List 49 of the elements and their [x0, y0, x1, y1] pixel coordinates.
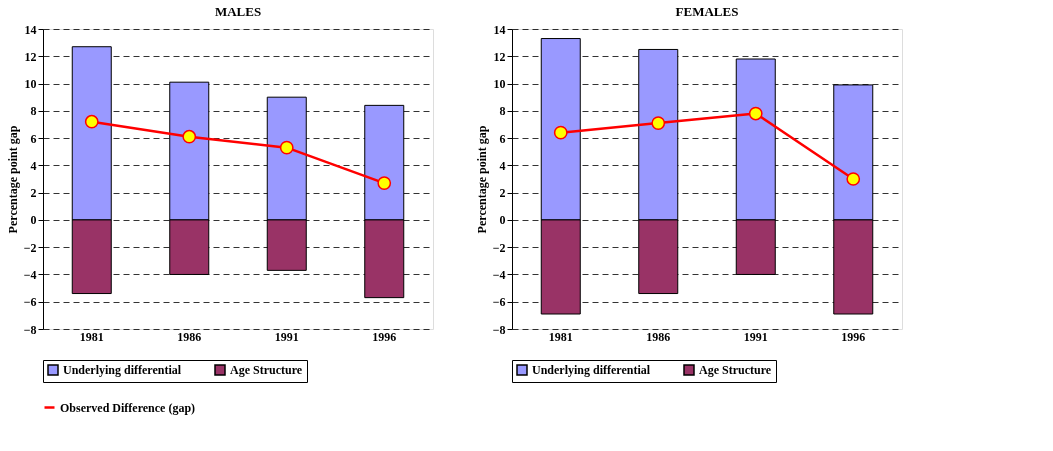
y-tick-label: 8: [30, 104, 37, 119]
legend-label: Age Structure: [230, 363, 303, 377]
legend-label: Underlying differential: [532, 363, 651, 377]
y-tick-label: 10: [24, 77, 37, 92]
y-tick-label: 4: [30, 158, 37, 173]
chart-title: FEMALES: [675, 4, 739, 19]
y-tick-label: 8: [499, 104, 506, 119]
point: [846, 172, 861, 186]
x-tick-label: 1996: [841, 329, 866, 344]
y-axis-title: Percentage point gap: [5, 125, 20, 234]
point: [553, 125, 568, 140]
y-tick-label: 6: [499, 131, 506, 146]
y-tick-label: 2: [30, 186, 37, 201]
x-tick-label: 1991: [743, 329, 768, 344]
x-tick-label: 1996: [372, 329, 397, 344]
y-tick-label: −8: [492, 322, 506, 337]
y-tick-label: 6: [30, 131, 37, 146]
y-tick-label: −6: [23, 295, 37, 310]
y-tick-label: 0: [499, 213, 506, 228]
y-tick-label: 14: [493, 22, 506, 37]
y-tick-label: 12: [493, 49, 506, 64]
point: [377, 176, 392, 190]
legend-label: Underlying differential: [63, 363, 182, 377]
point: [182, 129, 197, 144]
y-tick-label: 14: [24, 22, 37, 37]
point: [84, 114, 99, 129]
y-tick-label: 10: [493, 77, 506, 92]
legend-label: Observed Difference (gap): [60, 400, 196, 415]
x-tick-label: 1991: [274, 329, 299, 344]
x-tick-label: 1981: [548, 329, 573, 344]
y-tick-label: −8: [23, 322, 37, 337]
point: [748, 106, 763, 121]
point: [651, 116, 666, 130]
y-tick-label: −2: [23, 240, 37, 255]
y-tick-label: 2: [499, 186, 506, 201]
y-tick-label: −6: [492, 295, 506, 310]
legend-label: Age Structure: [699, 363, 772, 377]
x-tick-label: 1986: [177, 329, 202, 344]
y-axis-title: Percentage point gap: [474, 125, 489, 234]
y-tick-label: 0: [30, 213, 37, 228]
x-tick-label: 1986: [646, 329, 671, 344]
x-tick-label: 1981: [79, 329, 104, 344]
y-tick-label: −4: [492, 267, 506, 282]
chart-title: MALES: [214, 4, 262, 19]
y-tick-label: 4: [499, 158, 506, 173]
y-tick-label: 12: [24, 49, 37, 64]
point: [279, 140, 294, 155]
y-tick-label: −2: [492, 240, 506, 255]
y-tick-label: −4: [23, 267, 37, 282]
